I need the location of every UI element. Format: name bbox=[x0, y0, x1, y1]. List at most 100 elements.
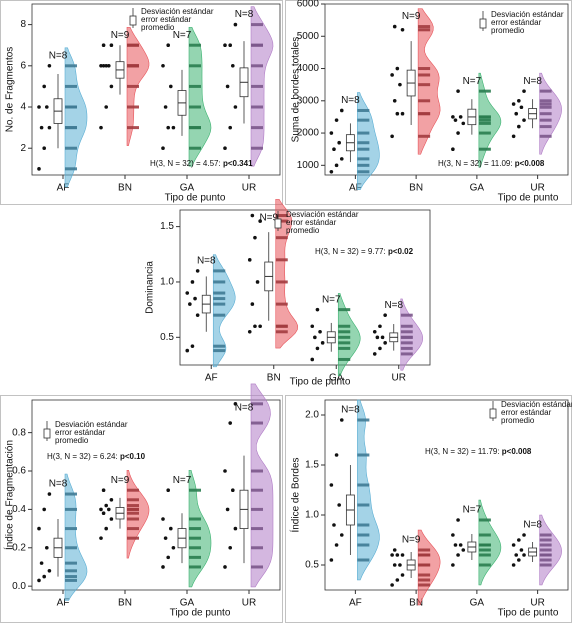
data-point bbox=[334, 163, 339, 168]
data-point bbox=[101, 488, 106, 493]
data-point bbox=[233, 526, 238, 531]
stat-text: H(3, N = 32) = 9.77: p<0.02 bbox=[315, 247, 414, 256]
plot-area bbox=[31, 3, 281, 176]
data-point bbox=[458, 543, 463, 547]
data-point bbox=[451, 533, 455, 537]
data-point bbox=[101, 511, 106, 516]
data-point bbox=[453, 543, 458, 547]
x-tick-label: UR bbox=[530, 183, 544, 194]
data-point bbox=[334, 453, 339, 457]
data-point bbox=[171, 545, 176, 550]
data-point bbox=[390, 134, 394, 139]
data-point bbox=[195, 269, 200, 273]
legend-label: error estándar bbox=[141, 15, 192, 24]
data-point bbox=[42, 507, 46, 512]
data-point bbox=[511, 563, 516, 567]
data-point bbox=[392, 24, 397, 29]
n-label: N=9 bbox=[402, 535, 421, 546]
data-point bbox=[39, 561, 44, 565]
data-point bbox=[250, 302, 255, 306]
n-label: N=8 bbox=[49, 50, 68, 61]
y-axis-label: Suma de bordes totales bbox=[291, 37, 302, 143]
density-cloud bbox=[188, 26, 212, 167]
y-tick-label: 0.0 bbox=[12, 581, 26, 592]
data-point bbox=[42, 574, 46, 579]
legend-label: Desviación estándar bbox=[501, 400, 572, 409]
data-point bbox=[372, 352, 377, 356]
n-label: N=8 bbox=[384, 300, 403, 311]
stat-test: H(3, N = 32) = 6.24: bbox=[47, 452, 120, 461]
data-point bbox=[250, 213, 255, 218]
x-tick-label: BN bbox=[267, 373, 281, 384]
plot-area bbox=[324, 399, 569, 591]
data-point bbox=[233, 402, 238, 406]
stat-p: p<0.008 bbox=[515, 159, 545, 168]
data-point bbox=[522, 553, 526, 557]
plot-area bbox=[324, 3, 569, 176]
data-point bbox=[161, 64, 165, 68]
stat-text: H(3, N = 32) = 6.24: p<0.10 bbox=[47, 452, 146, 461]
y-tick-label: 1.0 bbox=[160, 277, 174, 288]
y-tick-label: 0.8 bbox=[12, 427, 26, 438]
data-point bbox=[228, 545, 232, 550]
data-point bbox=[456, 518, 460, 522]
data-point bbox=[231, 64, 235, 68]
stat-test: H(3, N = 32) = 4.57: bbox=[150, 159, 223, 168]
data-point bbox=[107, 64, 111, 68]
density-cloud bbox=[400, 298, 424, 371]
x-tick-label: BN bbox=[409, 183, 423, 194]
legend-label: promedio bbox=[55, 436, 89, 445]
data-point bbox=[193, 296, 197, 301]
stat-test: H(3, N = 32) = 11.09: bbox=[438, 159, 515, 168]
x-tick-label: UR bbox=[530, 598, 544, 609]
data-point bbox=[258, 219, 262, 223]
data-point bbox=[253, 324, 257, 329]
x-tick-label: GA bbox=[180, 598, 195, 609]
density-cloud bbox=[478, 499, 502, 586]
data-point bbox=[392, 98, 397, 103]
legend-box bbox=[489, 408, 497, 419]
density-cloud bbox=[357, 399, 380, 581]
data-point bbox=[195, 313, 200, 317]
data-point bbox=[522, 89, 526, 93]
stat-p: p<0.10 bbox=[120, 452, 146, 461]
stat-p: p<0.341 bbox=[223, 159, 253, 168]
data-point bbox=[339, 108, 344, 113]
x-axis-label: Tipo de punto bbox=[165, 193, 226, 204]
data-point bbox=[375, 335, 380, 340]
data-point bbox=[247, 258, 252, 262]
y-tick-label: 0.5 bbox=[305, 560, 319, 571]
data-point bbox=[163, 105, 168, 109]
x-axis-label: Tipo de punto bbox=[290, 377, 351, 388]
data-point bbox=[228, 421, 232, 425]
density-cloud bbox=[250, 383, 274, 588]
data-point bbox=[380, 335, 385, 340]
data-point bbox=[258, 324, 262, 329]
y-tick-label: 2 bbox=[20, 143, 26, 154]
x-tick-label: BN bbox=[118, 183, 132, 194]
data-point bbox=[107, 507, 111, 512]
data-point bbox=[47, 569, 52, 573]
data-point bbox=[109, 517, 114, 521]
data-point bbox=[190, 344, 195, 348]
data-point bbox=[225, 507, 230, 512]
legend-label: error estándar bbox=[501, 408, 552, 417]
data-point bbox=[320, 341, 325, 345]
data-point bbox=[37, 105, 41, 109]
data-point bbox=[47, 492, 52, 496]
plot-area bbox=[179, 209, 431, 366]
data-point bbox=[334, 543, 339, 547]
data-point bbox=[171, 125, 176, 130]
y-tick-label: 3000 bbox=[297, 95, 320, 106]
data-point bbox=[519, 548, 524, 552]
density-cloud bbox=[337, 293, 361, 377]
data-point bbox=[101, 64, 106, 68]
data-point bbox=[104, 64, 108, 68]
data-point bbox=[166, 555, 170, 560]
data-point bbox=[223, 146, 227, 151]
data-point bbox=[47, 64, 52, 68]
legend-box bbox=[43, 428, 51, 439]
data-point bbox=[395, 553, 400, 557]
x-tick-label: BN bbox=[118, 598, 132, 609]
y-tick-label: 0.6 bbox=[12, 466, 26, 477]
